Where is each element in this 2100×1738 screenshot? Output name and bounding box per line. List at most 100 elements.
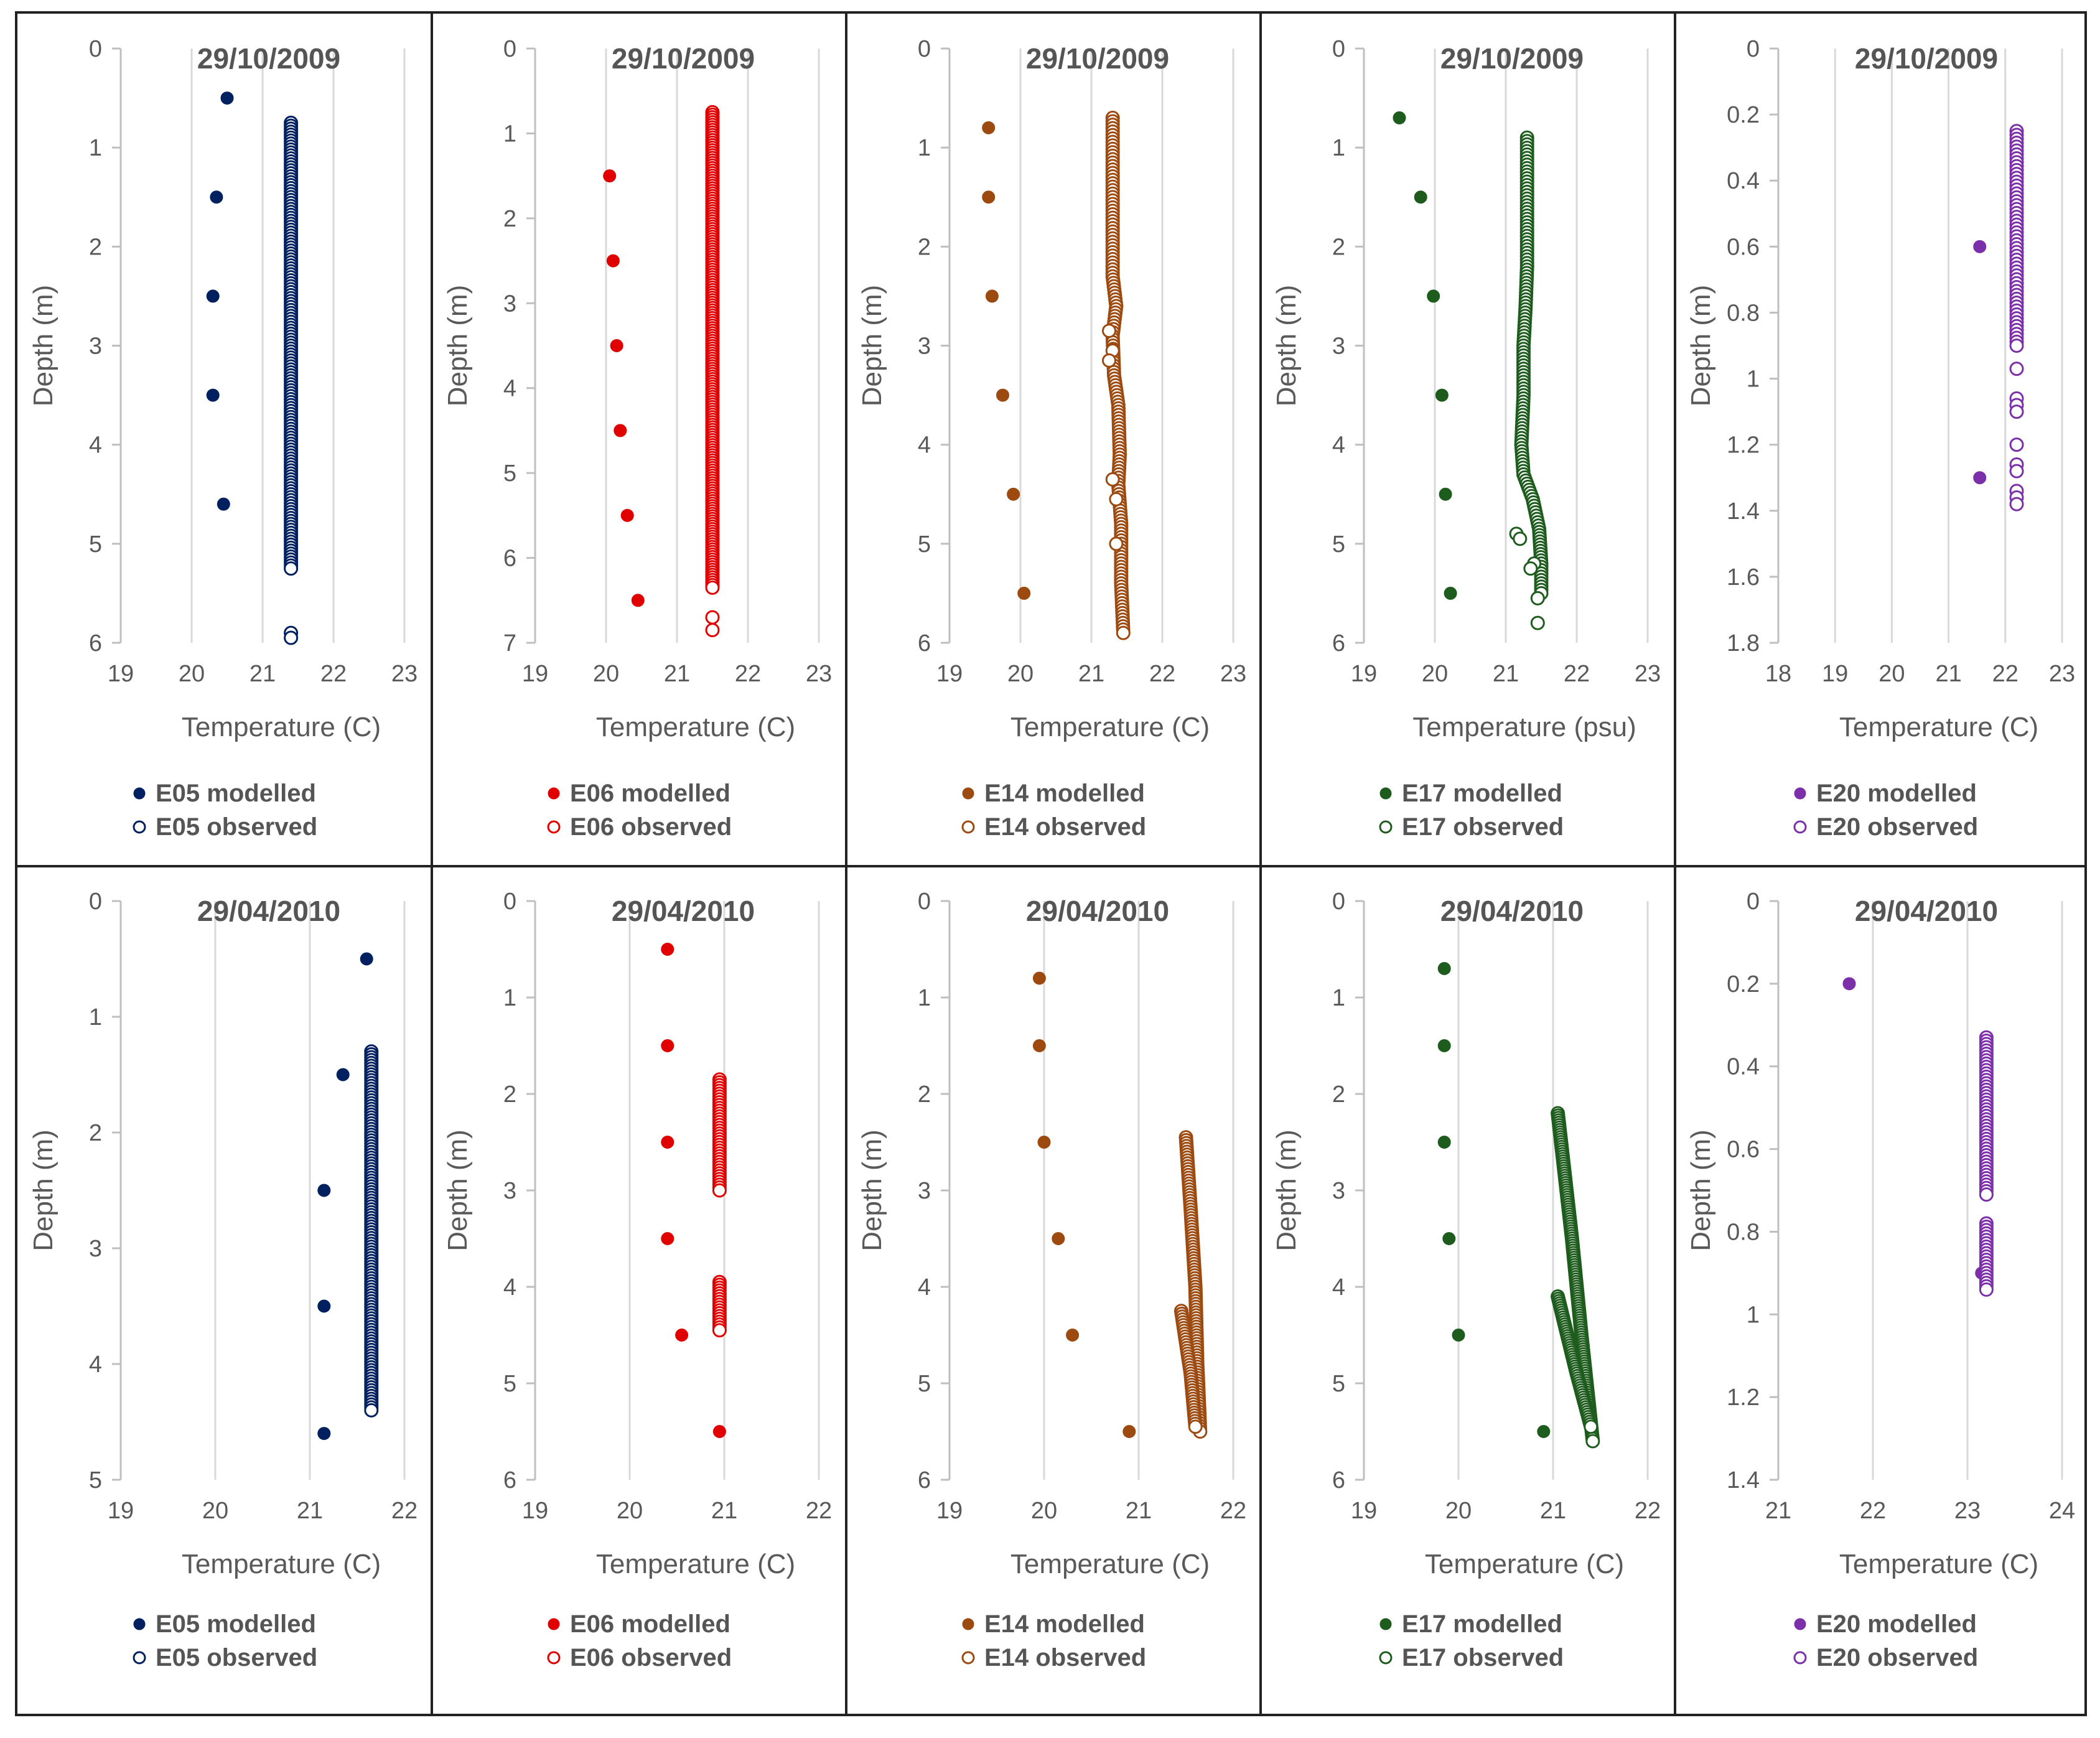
series-e20-observed xyxy=(2009,124,2024,512)
y-tick-label: 2 xyxy=(1332,1082,1345,1108)
y-tick-label: 0.2 xyxy=(1727,971,1760,997)
legend-label: E20 observed xyxy=(1816,1644,1978,1671)
legend-label: E14 modelled xyxy=(984,780,1145,807)
data-point xyxy=(1523,561,1538,576)
y-tick-label: 6 xyxy=(918,1467,931,1493)
x-tick-label: 20 xyxy=(202,1498,228,1524)
data-point xyxy=(996,388,1009,402)
x-tick-label: 20 xyxy=(1445,1498,1472,1524)
data-point xyxy=(1437,962,1451,975)
data-point xyxy=(982,121,996,134)
y-tick-label: 3 xyxy=(918,334,931,360)
data-point xyxy=(1032,971,1046,985)
data-point xyxy=(661,1232,674,1245)
data-point xyxy=(1452,1329,1465,1342)
column-divider xyxy=(431,14,433,1714)
data-point xyxy=(2009,437,2024,452)
chart-svg: 0 0.2 0.4 0.6 0.8 1 1.2 1.421 22 23 24 29/04/2010 De… xyxy=(1686,889,2075,1671)
y-tick-label: 0 xyxy=(503,36,516,62)
chart-panel-bottom-2: 0 1 2 3 4 5 6 19 20 21 22 29/04/2010 Depth (m) Temper… xyxy=(429,864,844,1716)
y-tick-label: 6 xyxy=(503,546,516,572)
data-point xyxy=(1585,1434,1600,1449)
y-tick-label: 0 xyxy=(89,889,102,915)
data-point xyxy=(1102,353,1116,368)
legend-label: E14 modelled xyxy=(984,1610,1145,1638)
y-tick-label: 1 xyxy=(89,135,102,161)
x-tick-label: 22 xyxy=(1635,1498,1661,1524)
x-tick-label: 22 xyxy=(1860,1498,1886,1524)
y-tick-label: 0 xyxy=(503,889,516,915)
data-point xyxy=(1530,591,1545,605)
x-tick-label: 23 xyxy=(1635,661,1661,687)
legend-marker xyxy=(547,820,561,834)
data-point xyxy=(985,289,999,303)
y-tick-label: 4 xyxy=(918,1274,931,1301)
data-point xyxy=(217,497,230,511)
legend-label: E06 modelled xyxy=(570,1610,730,1638)
y-tick-label: 2 xyxy=(89,1120,102,1146)
chart-panel-top-4: 0 1 2 3 4 5 6 19 20 21 22 23 29/10/2009 Depth (m) Temp… xyxy=(1258,11,1673,864)
y-tick-label: 5 xyxy=(89,531,102,558)
data-point xyxy=(210,190,223,204)
series-e17-observed xyxy=(1514,130,1549,600)
y-tick-label: 0 xyxy=(1332,889,1345,915)
x-tick-label: 21 xyxy=(297,1498,323,1524)
legend-marker xyxy=(1379,820,1393,834)
x-tick-label: 21 xyxy=(250,661,276,687)
legend-marker xyxy=(962,1618,974,1630)
y-tick-label: 4 xyxy=(918,432,931,459)
y-axis-label: Depth (m) xyxy=(28,285,58,407)
chart-panel-top-1: 0 1 2 3 4 5 6 19 20 21 22 23 29/10/2009 Depth (m) Temp… xyxy=(15,11,429,864)
data-point xyxy=(1427,289,1440,303)
x-axis-label: Temperature (C) xyxy=(182,712,381,742)
series-e05-modelled xyxy=(317,952,373,1441)
legend-marker xyxy=(133,1651,146,1665)
data-point xyxy=(1122,1425,1136,1438)
x-tick-label: 19 xyxy=(108,1498,134,1524)
x-tick-label: 22 xyxy=(1149,661,1175,687)
chart-panel-bottom-1: 0 1 2 3 4 5 19 20 21 22 29/04/2010 Depth (m) Tempera… xyxy=(15,864,429,1716)
y-tick-label: 5 xyxy=(1332,531,1345,558)
data-point xyxy=(1979,1282,1994,1297)
data-point xyxy=(712,1183,727,1198)
legend-marker xyxy=(961,1651,975,1665)
series-e05-observed xyxy=(364,1044,379,1418)
chart-panel-top-5: 0 0.2 0.4 0.6 0.8 1 1.2 1.4 1.6 1.8 18 19 20 21 22 23 29… xyxy=(1673,11,2087,864)
y-tick-label: 2 xyxy=(503,206,516,232)
series-e06-observed xyxy=(705,105,720,638)
series-e06-modelled xyxy=(661,943,726,1438)
y-axis-label: Depth (m) xyxy=(1686,285,1716,407)
x-tick-label: 22 xyxy=(735,661,761,687)
y-tick-label: 0 xyxy=(89,36,102,62)
x-axis-label: Temperature (C) xyxy=(1010,712,1210,742)
legend-label: E06 modelled xyxy=(570,780,730,807)
data-point xyxy=(620,508,634,522)
legend-marker xyxy=(548,787,560,800)
y-tick-label: 5 xyxy=(503,1371,516,1397)
data-point xyxy=(982,190,996,204)
x-tick-label: 19 xyxy=(1822,661,1848,687)
y-tick-label: 1.4 xyxy=(1727,1467,1760,1493)
y-tick-label: 1 xyxy=(1332,985,1345,1011)
data-point xyxy=(1537,1425,1551,1438)
y-tick-label: 1 xyxy=(1747,367,1760,393)
series-e17-observed-scatter- xyxy=(1509,526,1545,630)
x-tick-label: 21 xyxy=(1078,661,1104,687)
data-point xyxy=(614,424,627,437)
data-point xyxy=(206,289,220,303)
y-tick-label: 3 xyxy=(918,1178,931,1204)
series-e06-observed xyxy=(712,1072,727,1338)
chart-panel-top-3: 0 1 2 3 4 5 6 19 20 21 22 23 29/10/2009 Depth (m) Temp… xyxy=(844,11,1258,864)
x-tick-label: 23 xyxy=(391,661,418,687)
x-tick-label: 19 xyxy=(522,1498,548,1524)
x-tick-label: 19 xyxy=(1351,1498,1377,1524)
data-point xyxy=(1437,1039,1451,1052)
legend-marker xyxy=(1793,820,1807,834)
chart-svg: 0 1 2 3 4 5 619 20 21 22 29/04/2010 Depth (m) Temper… xyxy=(857,889,1246,1671)
x-tick-label: 22 xyxy=(320,661,347,687)
legend-label: E20 modelled xyxy=(1816,1610,1977,1638)
y-tick-label: 1 xyxy=(503,985,516,1011)
y-tick-label: 2 xyxy=(503,1082,516,1108)
